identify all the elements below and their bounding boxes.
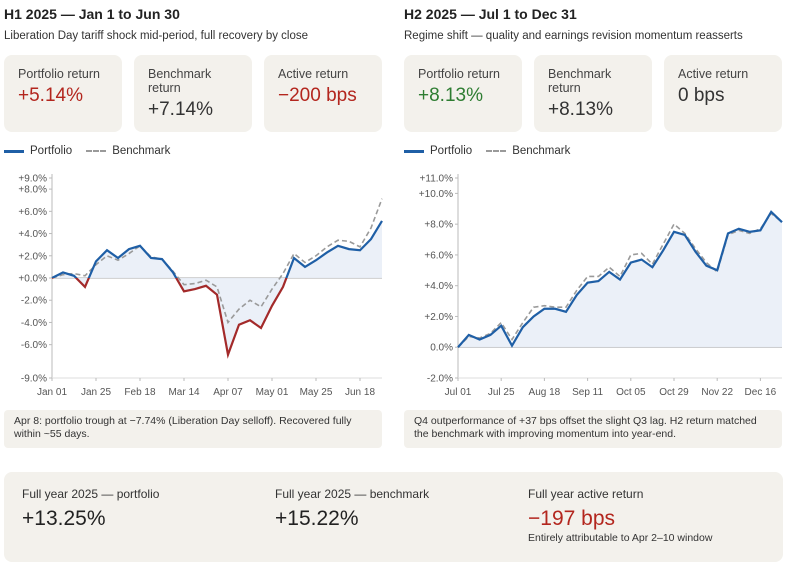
x-tick-label: Nov 22 (701, 387, 733, 398)
stat-label: Active return (278, 67, 349, 81)
y-tick-label: +6.0% (18, 207, 47, 218)
summary-label: Full year 2025 — benchmark (275, 487, 430, 501)
stat-value: −200 bps (278, 85, 357, 106)
area (52, 220, 382, 355)
legend-item: Portfolio (404, 145, 472, 157)
x-tick-label: Dec 16 (745, 387, 777, 398)
y-tick-label: 0.0% (430, 343, 453, 354)
x-tick-label: Aug 18 (529, 387, 561, 398)
legend: Portfolio Benchmark (4, 145, 170, 157)
summary-value: −197 bps (528, 507, 615, 530)
summary-item: Full year active return −197 bps (528, 487, 643, 531)
stat-card: Portfolio return +5.14% (4, 55, 122, 132)
stat-value: +7.14% (148, 99, 213, 120)
y-tick-label: +2.0% (424, 312, 453, 323)
stat-label: Benchmark return (548, 67, 612, 95)
panel: H1 2025 — Jan 1 to Jun 30 Liberation Day … (0, 0, 391, 460)
legend-label: Portfolio (430, 145, 473, 157)
y-tick-label: +4.0% (18, 229, 47, 240)
legend-label: Benchmark (512, 145, 571, 157)
summary-value: +13.25% (22, 507, 106, 530)
stat-card: Active return −200 bps (264, 55, 382, 132)
annotation-note: Apr 8: portfolio trough at −7.74% (Liber… (4, 410, 382, 448)
stat-card: Benchmark return +8.13% (534, 55, 652, 132)
stat-card: Active return 0 bps (664, 55, 782, 132)
legend-swatch (404, 149, 424, 153)
y-tick-label: +10.0% (419, 189, 453, 200)
legend-label: Benchmark (112, 145, 171, 157)
y-tick-label: -2.0% (427, 374, 453, 385)
y-tick-label: +0.0% (18, 274, 47, 285)
panel-subtitle: Regime shift — quality and earnings revi… (404, 30, 743, 42)
y-tick-label: -4.0% (21, 318, 47, 329)
stat-value: 0 bps (678, 85, 725, 106)
x-tick-label: Feb 18 (124, 387, 156, 398)
stat-value: +5.14% (18, 85, 83, 106)
stat-label: Portfolio return (18, 67, 100, 81)
x-tick-label: Jul 01 (445, 387, 472, 398)
summary-label: Full year active return (528, 487, 644, 501)
portfolio-line (457, 210, 783, 348)
y-tick-label: +9.0% (18, 174, 47, 185)
summary: Full year 2025 — portfolio +13.25% Full ye… (4, 472, 783, 562)
summary-label: Full year 2025 — portfolio (22, 487, 160, 501)
x-tick-label: Jul 25 (488, 387, 515, 398)
portfolio-line-negative (52, 278, 288, 359)
legend-swatch (4, 149, 24, 153)
stat-card: Portfolio return +8.13% (404, 55, 522, 132)
legend-item: Benchmark (86, 145, 170, 157)
x-tick-label: Mar 14 (168, 387, 200, 398)
panel-title: H2 2025 — Jul 1 to Dec 31 (404, 6, 577, 22)
x-tick-label: May 01 (256, 387, 289, 398)
y-tick-label: -6.0% (21, 340, 47, 351)
stat-value: +8.13% (548, 99, 613, 120)
summary-item: Full year 2025 — benchmark +15.22% (275, 487, 429, 531)
summary-value: +15.22% (275, 507, 359, 530)
y-tick-label: -2.0% (21, 296, 47, 307)
stat-label: Active return (678, 67, 749, 81)
portfolio-line (51, 220, 383, 278)
y-tick-label: +4.0% (424, 281, 453, 292)
y-tick-label: +6.0% (424, 250, 453, 261)
legend: Portfolio Benchmark (404, 145, 570, 157)
legend-swatch (86, 150, 107, 152)
y-tick-label: -9.0% (21, 374, 47, 385)
x-tick-label: May 25 (300, 387, 333, 398)
y-tick-label: +8.0% (18, 185, 47, 196)
line-chart: +9.0%+8.0% +6.0% +4.0% +2.0% +0.0% -2.0% -4.0%… (18, 174, 383, 398)
legend-label: Portfolio (30, 145, 73, 157)
x-tick-label: Oct 05 (616, 387, 646, 398)
x-tick-label: Sep 11 (572, 387, 603, 398)
x-tick-label: Jun 18 (345, 387, 375, 398)
panel: H2 2025 — Jul 1 to Dec 31 Regime shift — … (400, 0, 791, 460)
stat-card: Benchmark return +7.14% (134, 55, 252, 132)
line-chart: +11.0% +10.0% +8.0% +6.0% +4.0% +2.0% 0.0% -2.0… (419, 174, 783, 398)
stat-label: Benchmark return (148, 67, 212, 95)
summary-item: Full year 2025 — portfolio +13.25% (22, 487, 159, 531)
y-tick-label: +2.0% (18, 251, 47, 262)
legend-item: Benchmark (486, 145, 570, 157)
legend-swatch (486, 150, 507, 152)
y-tick-label: +11.0% (420, 174, 454, 185)
stat-label: Portfolio return (418, 67, 500, 81)
stat-value: +8.13% (418, 85, 483, 106)
legend-item: Portfolio (4, 145, 72, 157)
annotation-note: Q4 outperformance of +37 bps offset the … (404, 410, 782, 448)
x-tick-label: Jan 01 (37, 387, 67, 398)
panel-title: H1 2025 — Jan 1 to Jun 30 (4, 6, 180, 22)
x-tick-label: Jan 25 (81, 387, 111, 398)
x-tick-label: Oct 29 (659, 387, 689, 398)
x-tick-label: Apr 07 (213, 387, 243, 398)
panel-subtitle: Liberation Day tariff shock mid-period, … (4, 30, 309, 42)
y-tick-label: +8.0% (424, 220, 453, 231)
summary-note: Entirely attributable to Apr 2–10 window (528, 532, 713, 544)
